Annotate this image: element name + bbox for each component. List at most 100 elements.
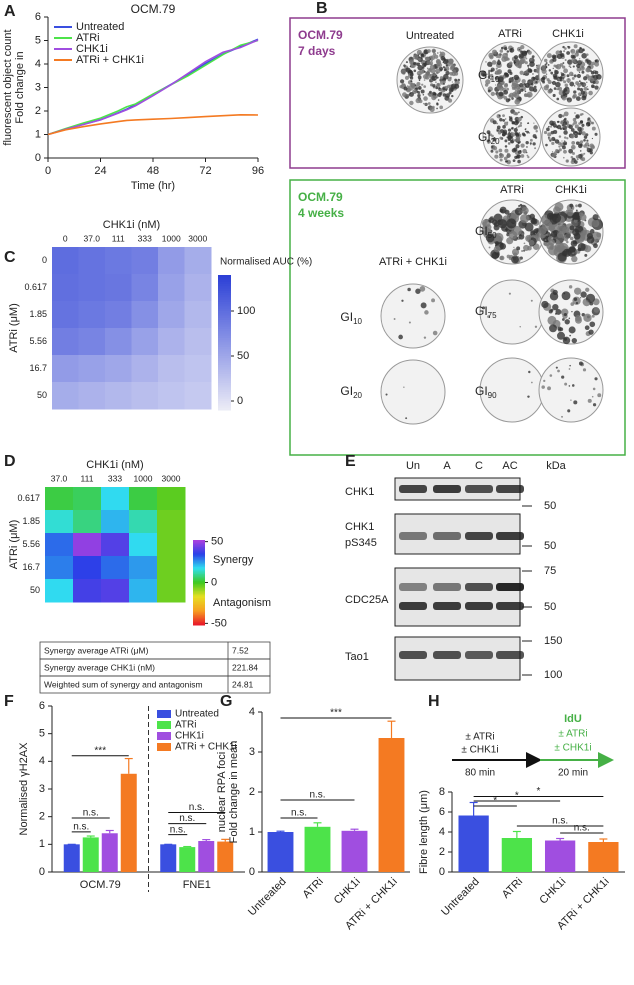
colony [562, 248, 572, 257]
colony [547, 132, 552, 137]
colony [581, 97, 583, 100]
row-label: GI90 [475, 384, 497, 400]
colony [507, 153, 511, 158]
colony [499, 136, 503, 140]
colony [508, 292, 511, 295]
x-tick-label: 72 [199, 165, 211, 177]
colony [579, 212, 584, 217]
colorbar-step [193, 564, 205, 566]
colorbar-step [193, 578, 205, 581]
error-bar [512, 830, 521, 838]
heatmap-cell [184, 328, 212, 356]
colony [417, 64, 423, 71]
colorbar-step [193, 609, 205, 612]
colony [578, 122, 581, 125]
significance-label: n.s. [83, 808, 99, 819]
colony [520, 143, 525, 148]
colony [426, 60, 431, 65]
colony [517, 111, 520, 114]
colony [569, 334, 572, 337]
colorbar-step [218, 326, 231, 330]
colony [439, 76, 444, 80]
colorbar-step [193, 610, 205, 613]
colony [505, 160, 509, 163]
colorbar-step [218, 371, 231, 375]
heatmap-cell [73, 556, 102, 580]
colony [544, 239, 547, 242]
colorbar-step [193, 596, 205, 599]
heatmap-cell [105, 247, 132, 275]
colony [495, 67, 498, 70]
heatmap-cell [52, 328, 79, 356]
blot-band [496, 583, 524, 591]
colony [590, 121, 594, 125]
colony [492, 49, 497, 55]
colony [524, 61, 528, 65]
bar [217, 841, 234, 872]
colony [522, 148, 527, 154]
colony [523, 244, 530, 252]
colony [409, 100, 414, 106]
colony [569, 81, 575, 87]
colony [574, 287, 582, 295]
heatmap-cell [131, 247, 159, 275]
colony [594, 70, 599, 75]
blot-band [496, 651, 524, 659]
colony [499, 118, 503, 122]
colony [572, 65, 575, 68]
colony [518, 205, 521, 208]
colorbar-step [218, 284, 231, 287]
colony [430, 84, 433, 87]
colony [530, 299, 533, 302]
blot-label: Tao1 [345, 651, 369, 663]
colony [509, 71, 513, 75]
colony [581, 95, 587, 101]
heatmap-cell [131, 274, 159, 302]
blot-band [433, 651, 461, 659]
scheme-title: IdU [564, 713, 582, 725]
colorbar-step [218, 317, 231, 321]
colorbar-step [193, 606, 205, 609]
colony [416, 81, 421, 87]
colorbar-step [218, 329, 231, 332]
colony [544, 58, 548, 63]
colorbar-step [193, 608, 205, 610]
colorbar-step [193, 591, 205, 593]
column-label: CHK1i [552, 28, 584, 40]
colony [510, 132, 516, 137]
y-tick-label: 0 [249, 866, 255, 878]
colony [432, 84, 436, 88]
colony [547, 386, 551, 391]
colony [408, 321, 411, 324]
blot-band [399, 532, 427, 540]
heatmap-cell [73, 510, 102, 534]
colony [512, 159, 516, 163]
colony [590, 71, 595, 75]
colorbar-step [193, 572, 205, 575]
colony [570, 144, 576, 150]
colorbar-step [218, 353, 231, 357]
colony [561, 65, 566, 69]
y-tick-label: 6 [439, 806, 445, 818]
blot-band [465, 583, 493, 591]
colorbar-tick-label: 50 [237, 350, 249, 362]
column-label: Untreated [406, 30, 454, 42]
colony [513, 127, 518, 133]
colony [534, 325, 538, 328]
heatmap-cell [52, 247, 79, 275]
colony [580, 291, 587, 298]
colony [547, 315, 557, 325]
colony [447, 98, 453, 103]
colony [548, 309, 553, 314]
colony [430, 55, 436, 61]
significance-label: n.s. [291, 808, 307, 819]
colony [491, 67, 494, 70]
colony [566, 160, 569, 163]
colony [497, 76, 504, 83]
colony [422, 93, 425, 96]
colony [551, 73, 553, 75]
colony [436, 52, 439, 54]
colony [581, 157, 586, 162]
colony [577, 126, 582, 132]
colony [513, 87, 517, 91]
